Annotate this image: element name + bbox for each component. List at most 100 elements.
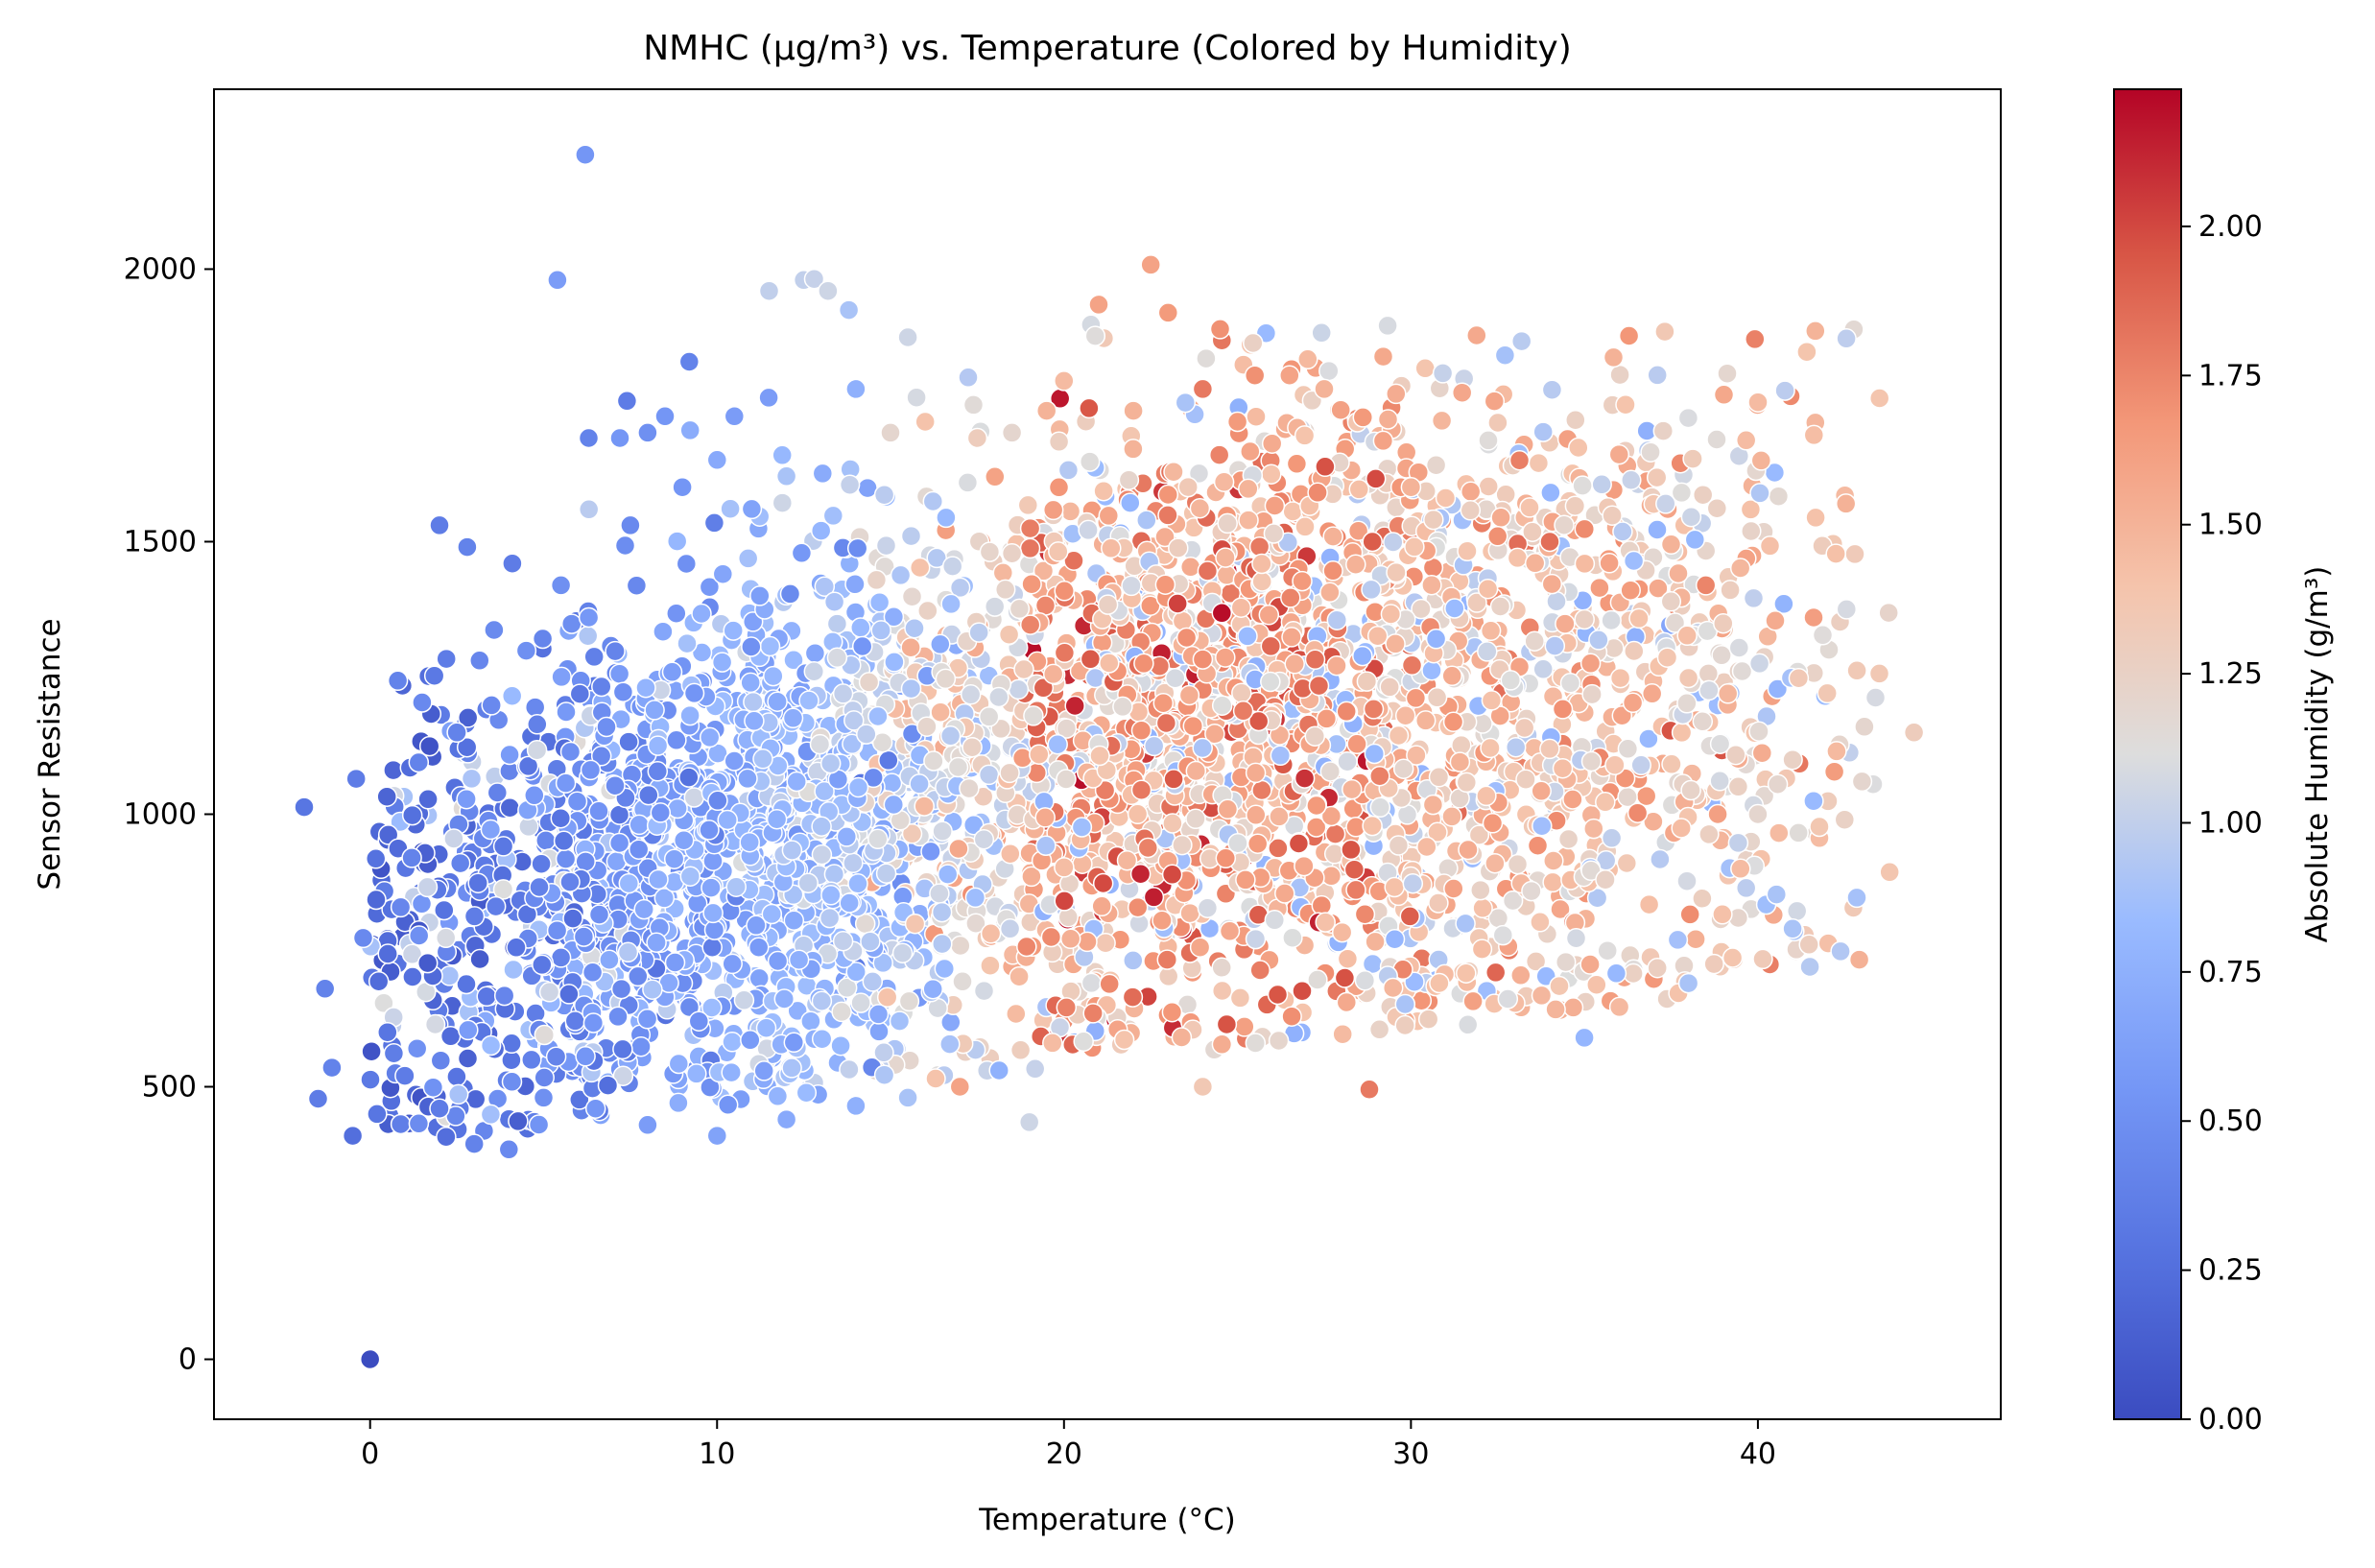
scatter-point — [373, 992, 394, 1014]
scatter-point — [1597, 939, 1618, 962]
scatter-point — [1048, 477, 1070, 498]
scatter-point — [1054, 891, 1075, 912]
scatter-point — [1130, 779, 1152, 800]
scatter-point — [1507, 547, 1529, 569]
scatter-point — [746, 915, 767, 937]
scatter-point — [321, 1057, 343, 1079]
scatter-point — [823, 864, 845, 885]
scatter-point — [532, 954, 553, 976]
scatter-point — [761, 903, 783, 925]
scatter-point — [1080, 649, 1102, 670]
scatter-point — [1671, 482, 1693, 504]
scatter-point — [803, 660, 825, 682]
scatter-point — [1602, 505, 1623, 526]
scatter-point — [584, 1098, 606, 1119]
scatter-point — [376, 786, 397, 807]
scatter-point — [1786, 900, 1808, 922]
scatter-point — [862, 971, 884, 992]
scatter-point — [1054, 370, 1075, 392]
scatter-point — [635, 677, 656, 699]
scatter-point — [1489, 596, 1511, 617]
scatter-point — [501, 1071, 523, 1093]
scatter-point — [1006, 1003, 1027, 1025]
scatter-point — [480, 1034, 502, 1057]
scatter-point — [758, 387, 779, 409]
scatter-point — [533, 1087, 555, 1108]
scatter-point — [457, 1048, 479, 1069]
scatter-point — [1246, 804, 1267, 826]
scatter-point — [759, 635, 781, 657]
scatter-point — [1414, 710, 1437, 731]
scatter-point — [1638, 728, 1659, 749]
scatter-point — [1029, 744, 1050, 765]
scatter-point — [1246, 406, 1267, 427]
scatter-point — [1554, 514, 1575, 535]
scatter-point — [1524, 630, 1545, 652]
scatter-point — [1615, 393, 1636, 416]
scatter-point — [679, 419, 701, 441]
scatter-point — [1217, 512, 1238, 535]
scatter-point — [1314, 378, 1335, 400]
scatter-point — [1796, 341, 1817, 363]
scatter-point — [1215, 547, 1236, 568]
scatter-point — [867, 828, 889, 850]
scatter-point — [469, 650, 490, 672]
scatter-point — [1525, 951, 1547, 972]
scatter-point — [569, 1089, 590, 1110]
scatter-point — [1157, 484, 1179, 506]
scatter-point — [1123, 950, 1144, 971]
colorbar-tick-label: 1.00 — [2198, 806, 2263, 840]
scatter-point — [1531, 780, 1552, 802]
scatter-point — [1557, 828, 1579, 850]
scatter-point — [679, 866, 701, 887]
scatter-point — [898, 990, 920, 1012]
scatter-point — [722, 1032, 743, 1053]
scatter-point — [867, 1004, 890, 1025]
scatter-point — [487, 782, 509, 803]
scatter-point — [1352, 407, 1374, 428]
scatter-point — [1056, 769, 1077, 790]
scatter-point — [1157, 505, 1178, 526]
scatter-point — [1531, 985, 1553, 1007]
scatter-point — [582, 1012, 605, 1033]
scatter-point — [1555, 951, 1577, 973]
scatter-point — [984, 596, 1006, 617]
x-tick-label: 30 — [1392, 1437, 1429, 1471]
scatter-point — [922, 978, 943, 1000]
scatter-point — [814, 780, 835, 802]
scatter-point — [1521, 880, 1542, 902]
scatter-point — [1089, 745, 1110, 767]
scatter-point — [1717, 683, 1739, 704]
scatter-point — [547, 270, 568, 291]
scatter-point — [973, 980, 995, 1002]
scatter-point — [1574, 608, 1595, 630]
scatter-point — [1056, 997, 1078, 1018]
scatter-points — [294, 144, 1925, 1370]
scatter-point — [909, 773, 930, 795]
scatter-point — [1581, 683, 1603, 705]
scatter-point — [1720, 580, 1741, 601]
scatter-point — [724, 750, 745, 772]
scatter-point — [740, 672, 761, 694]
scatter-point — [845, 962, 867, 983]
scatter-point — [1579, 954, 1601, 975]
scatter-point — [700, 1077, 721, 1098]
scatter-point — [1698, 823, 1720, 845]
scatter-point — [1308, 675, 1330, 697]
scatter-point — [1671, 722, 1693, 744]
scatter-point — [1565, 927, 1587, 949]
scatter-point — [1767, 773, 1789, 795]
scatter-point — [1532, 658, 1554, 680]
scatter-point — [1178, 684, 1200, 706]
scatter-point — [446, 722, 467, 744]
scatter-point — [1294, 768, 1316, 789]
colorbar-tick-label: 0.00 — [2198, 1403, 2263, 1437]
scatter-point — [1189, 937, 1211, 958]
colorbar-tick-label: 1.50 — [2198, 509, 2263, 542]
scatter-point — [1034, 595, 1057, 616]
scatter-point — [663, 848, 685, 869]
scatter-point — [1123, 400, 1144, 421]
scatter-point — [781, 1057, 802, 1079]
scatter-point — [947, 756, 969, 778]
scatter-point — [1282, 927, 1303, 948]
